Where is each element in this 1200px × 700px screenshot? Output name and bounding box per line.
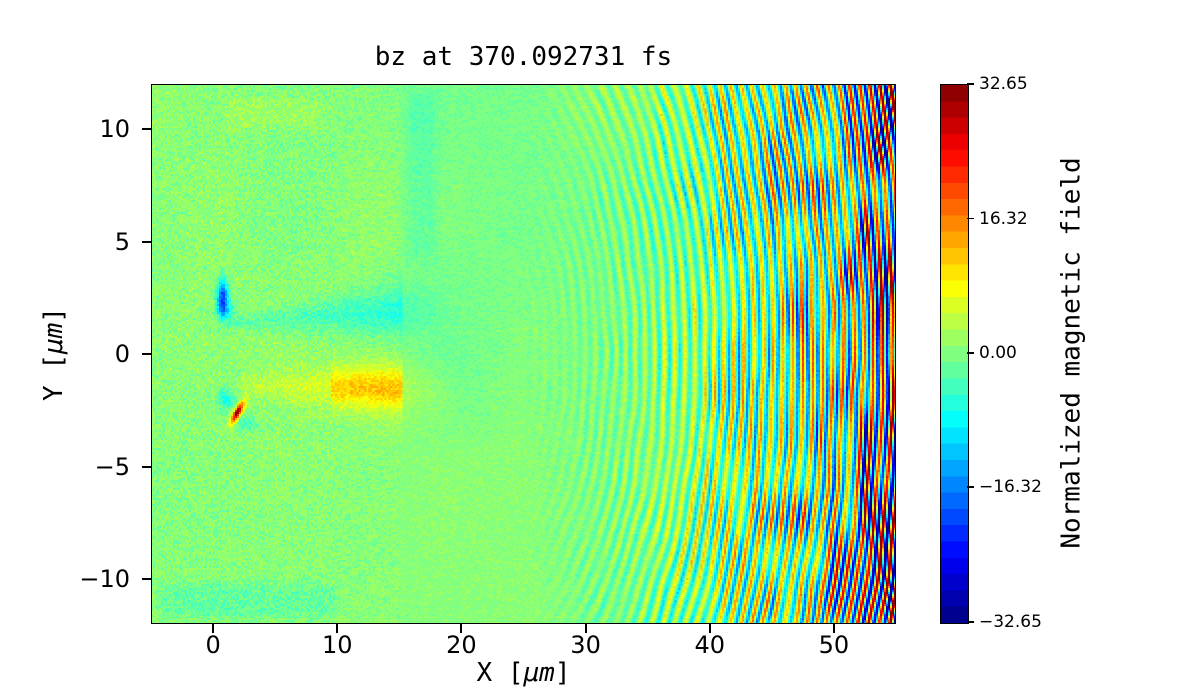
y-tick-mark xyxy=(142,465,151,468)
y-tick-mark xyxy=(142,128,151,130)
heatmap-image xyxy=(151,84,896,624)
colorbar-tick-label: 16.32 xyxy=(979,208,1028,229)
x-tick-label: 40 xyxy=(694,631,726,659)
colorbar-label-box: Normalized magnetic field xyxy=(1044,84,1100,622)
colorbar-tick-label: −16.32 xyxy=(979,477,1042,498)
colorbar xyxy=(940,84,969,624)
x-tick-label: 30 xyxy=(570,631,601,659)
x-axis-label: X [μm] xyxy=(476,658,571,688)
colorbar-tick-mark xyxy=(967,621,974,623)
colorbar-tick-mark xyxy=(967,217,974,220)
plot-title: bz at 370.092731 fs xyxy=(374,42,673,72)
x-tick-mark xyxy=(584,624,587,633)
y-tick-label: 0 xyxy=(114,340,130,368)
x-tick-label: 0 xyxy=(205,631,221,659)
y-tick-label: −5 xyxy=(94,452,130,481)
y-tick-mark xyxy=(142,240,151,243)
x-tick-mark xyxy=(336,624,339,633)
colorbar-tick-mark xyxy=(967,83,974,85)
colorbar-tick-label: 0.00 xyxy=(979,343,1017,363)
y-tick-label: 5 xyxy=(114,227,130,256)
colorbar-tick-label: 32.65 xyxy=(979,74,1028,94)
x-tick-label: 10 xyxy=(321,631,353,659)
colorbar-tick-mark xyxy=(967,486,974,489)
x-tick-mark xyxy=(460,624,463,633)
colorbar-tick-mark xyxy=(967,352,974,354)
y-tick-label: −10 xyxy=(79,565,130,593)
x-tick-mark xyxy=(708,624,711,633)
y-tick-label: 10 xyxy=(99,115,130,143)
x-tick-mark xyxy=(212,624,215,633)
colorbar-tick-label: −32.65 xyxy=(979,612,1042,632)
x-tick-label: 20 xyxy=(446,631,477,659)
x-tick-label: 50 xyxy=(818,631,850,659)
x-tick-mark xyxy=(832,624,835,633)
y-tick-mark xyxy=(142,578,151,580)
y-tick-mark xyxy=(142,353,151,355)
colorbar-label: Normalized magnetic field xyxy=(1057,157,1087,549)
